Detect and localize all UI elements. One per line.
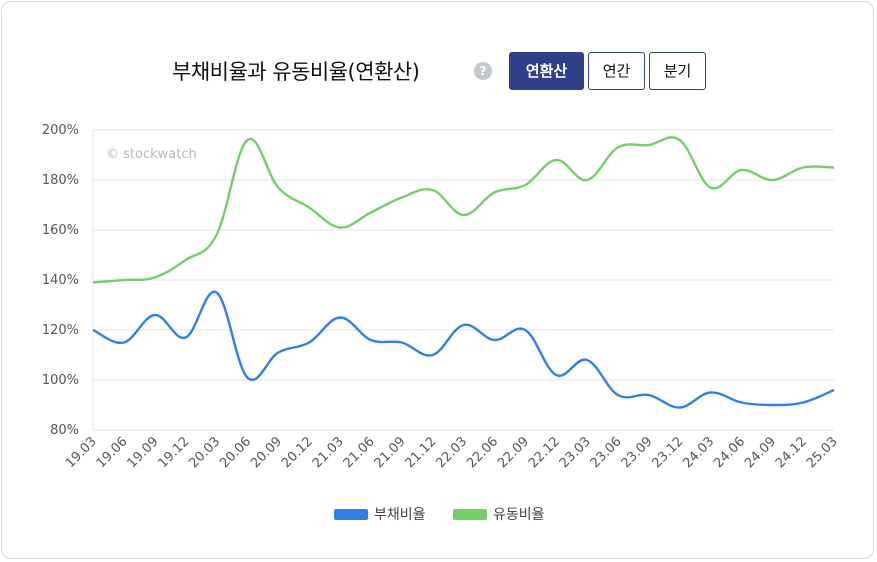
- tab-annualized[interactable]: 연환산: [509, 52, 584, 90]
- help-icon[interactable]: ?: [474, 62, 492, 80]
- legend-swatch-current[interactable]: [453, 509, 487, 520]
- x-tick-label: 24.12: [773, 434, 810, 471]
- legend-label-debt[interactable]: 부채비율: [374, 507, 426, 523]
- y-tick-label: 80%: [50, 423, 79, 438]
- x-tick-label: 19.03: [63, 434, 100, 471]
- tab-quarterly[interactable]: 분기: [649, 52, 706, 90]
- grid-lines: [92, 129, 834, 431]
- series-line-current-ratio[interactable]: [92, 136, 835, 284]
- x-tick-label: 20.03: [186, 434, 223, 471]
- x-tick-label: 19.09: [125, 434, 162, 471]
- x-axis: 19.0319.0619.0919.1220.0320.0620.0920.12…: [63, 434, 841, 471]
- x-tick-label: 21.06: [341, 434, 378, 471]
- x-tick-label: 19.06: [94, 434, 131, 471]
- x-tick-label: 20.09: [248, 434, 285, 471]
- y-tick-label: 180%: [42, 173, 79, 188]
- x-tick-label: 23.12: [650, 434, 687, 471]
- x-tick-label: 21.09: [372, 434, 409, 471]
- legend-label-current[interactable]: 유동비율: [493, 507, 545, 523]
- tab-annual[interactable]: 연간: [588, 52, 645, 90]
- watermark: © stockwatch: [106, 147, 197, 162]
- y-tick-label: 200%: [42, 123, 79, 138]
- x-tick-label: 22.09: [495, 434, 532, 471]
- y-tick-label: 100%: [42, 373, 79, 388]
- chart-title: 부채비율과 유동비율(연환산): [172, 60, 420, 84]
- x-tick-label: 23.03: [557, 434, 594, 471]
- x-tick-label: 21.03: [310, 434, 347, 471]
- x-tick-label: 20.06: [217, 434, 254, 471]
- x-tick-label: 20.12: [279, 434, 316, 471]
- y-tick-label: 120%: [42, 323, 79, 338]
- legend-swatch-debt[interactable]: [334, 509, 368, 520]
- x-tick-label: 25.03: [804, 434, 841, 471]
- series-line-debt-ratio[interactable]: [92, 290, 835, 409]
- x-tick-label: 23.09: [619, 434, 656, 471]
- x-tick-label: 23.06: [588, 434, 625, 471]
- x-tick-label: 22.03: [433, 434, 470, 471]
- x-tick-label: 22.12: [526, 434, 563, 471]
- x-tick-label: 22.06: [464, 434, 501, 471]
- series-lines: [92, 136, 835, 409]
- x-tick-label: 19.12: [156, 434, 193, 471]
- y-axis: 80% 100% 120% 140% 160% 180% 200%: [42, 123, 79, 438]
- y-tick-label: 140%: [42, 273, 79, 288]
- y-tick-label: 160%: [42, 223, 79, 238]
- x-tick-label: 24.03: [680, 434, 717, 471]
- x-tick-label: 24.06: [711, 434, 748, 471]
- x-tick-label: 21.12: [403, 434, 440, 471]
- legend[interactable]: 부채비율 유동비율: [334, 507, 545, 523]
- chart-header: 부채비율과 유동비율(연환산) ? 연환산 연간 분기: [0, 50, 877, 94]
- x-tick-label: 24.09: [742, 434, 779, 471]
